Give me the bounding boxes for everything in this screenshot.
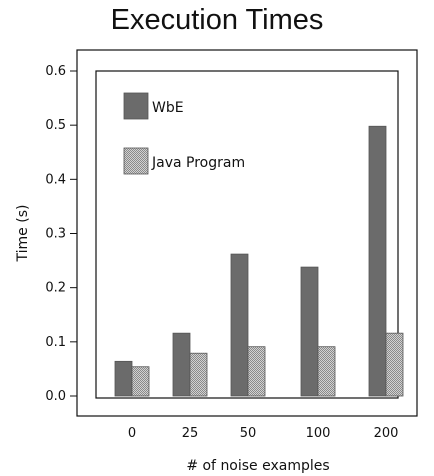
x-axis-label: # of noise examples	[186, 458, 329, 474]
legend-label-wbe: WbE	[152, 100, 184, 116]
bar-wbe-25	[172, 332, 191, 397]
chart-title: Execution Times	[110, 4, 324, 36]
x-tick-label: 50	[240, 426, 257, 441]
x-tick-label: 100	[306, 426, 331, 441]
bar-wbe-0	[114, 360, 133, 397]
bar-wbe-100	[300, 266, 319, 397]
legend-swatch-java	[123, 147, 149, 175]
x-tick-label: 0	[128, 426, 136, 441]
y-tick-label: 0.1	[45, 335, 66, 350]
y-tick-label: 0.6	[45, 64, 66, 79]
legend-label-java-program: Java Program	[151, 155, 245, 171]
legend-swatch-wbe	[123, 92, 149, 120]
legend: WbE Java Program	[123, 92, 245, 175]
y-tick-label: 0.2	[45, 281, 66, 296]
bar-wbe-50	[230, 253, 249, 397]
y-tick-label: 0.0	[45, 389, 66, 404]
bar-java-program-25	[189, 352, 208, 397]
x-tick-label: 25	[182, 426, 199, 441]
y-axis-label: Time (s)	[15, 205, 31, 263]
y-tick-label: 0.5	[45, 118, 66, 133]
y-tick-label: 0.4	[45, 172, 66, 187]
bar-java-program-50	[247, 346, 266, 397]
bar-java-program-0	[131, 366, 150, 397]
bar-java-program-100	[317, 346, 336, 397]
y-tick-label: 0.3	[45, 227, 66, 242]
plot-area	[95, 70, 399, 399]
bar-wbe-200	[368, 125, 387, 397]
bar-java-program-200	[385, 332, 404, 397]
x-tick-label: 200	[374, 426, 399, 441]
